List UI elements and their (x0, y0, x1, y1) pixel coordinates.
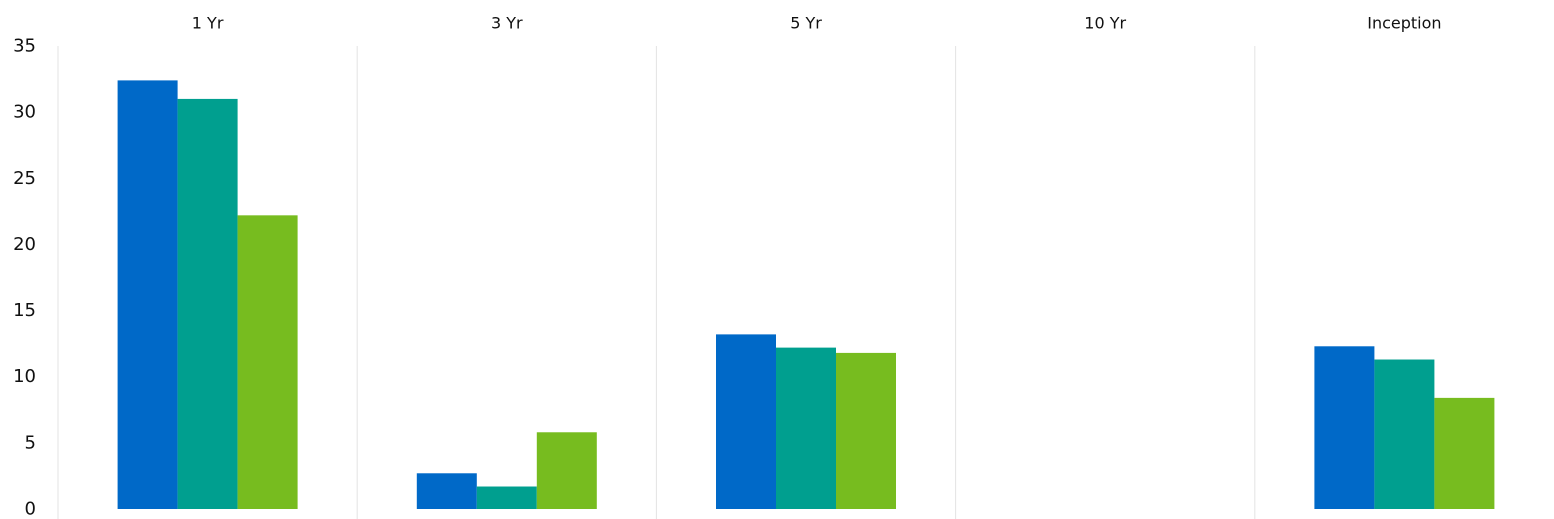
bar (536, 432, 597, 509)
x-category-label: 3 Yr (491, 14, 523, 33)
bar (177, 98, 238, 510)
bar (1374, 359, 1435, 509)
x-category-label: 10 Yr (1084, 14, 1126, 33)
bar (776, 347, 836, 509)
y-tick-label: 0 (25, 499, 36, 519)
bar (117, 80, 178, 509)
category-dividers (57, 46, 1256, 519)
bars-layer (117, 80, 1495, 510)
y-axis-ticks: 0 5 10 15 20 25 30 35 (13, 36, 36, 519)
y-tick-label: 5 (25, 432, 36, 453)
x-axis-category-labels: 1 Yr 3 Yr 5 Yr 10 Yr Inception (192, 14, 1442, 33)
y-tick-label: 20 (13, 234, 36, 255)
y-tick-label: 30 (13, 102, 36, 123)
x-category-label: Inception (1367, 14, 1441, 33)
bar (237, 215, 298, 509)
x-category-label: 1 Yr (192, 14, 224, 33)
y-tick-label: 10 (13, 366, 36, 387)
y-tick-label: 35 (13, 36, 36, 57)
bar (476, 486, 537, 509)
bar (416, 473, 477, 509)
bar (1314, 346, 1375, 509)
x-category-label: 5 Yr (790, 14, 822, 33)
bar (836, 352, 896, 509)
y-tick-label: 25 (13, 168, 36, 189)
bar (1434, 397, 1495, 509)
y-tick-label: 15 (13, 300, 36, 321)
bar (716, 334, 776, 509)
